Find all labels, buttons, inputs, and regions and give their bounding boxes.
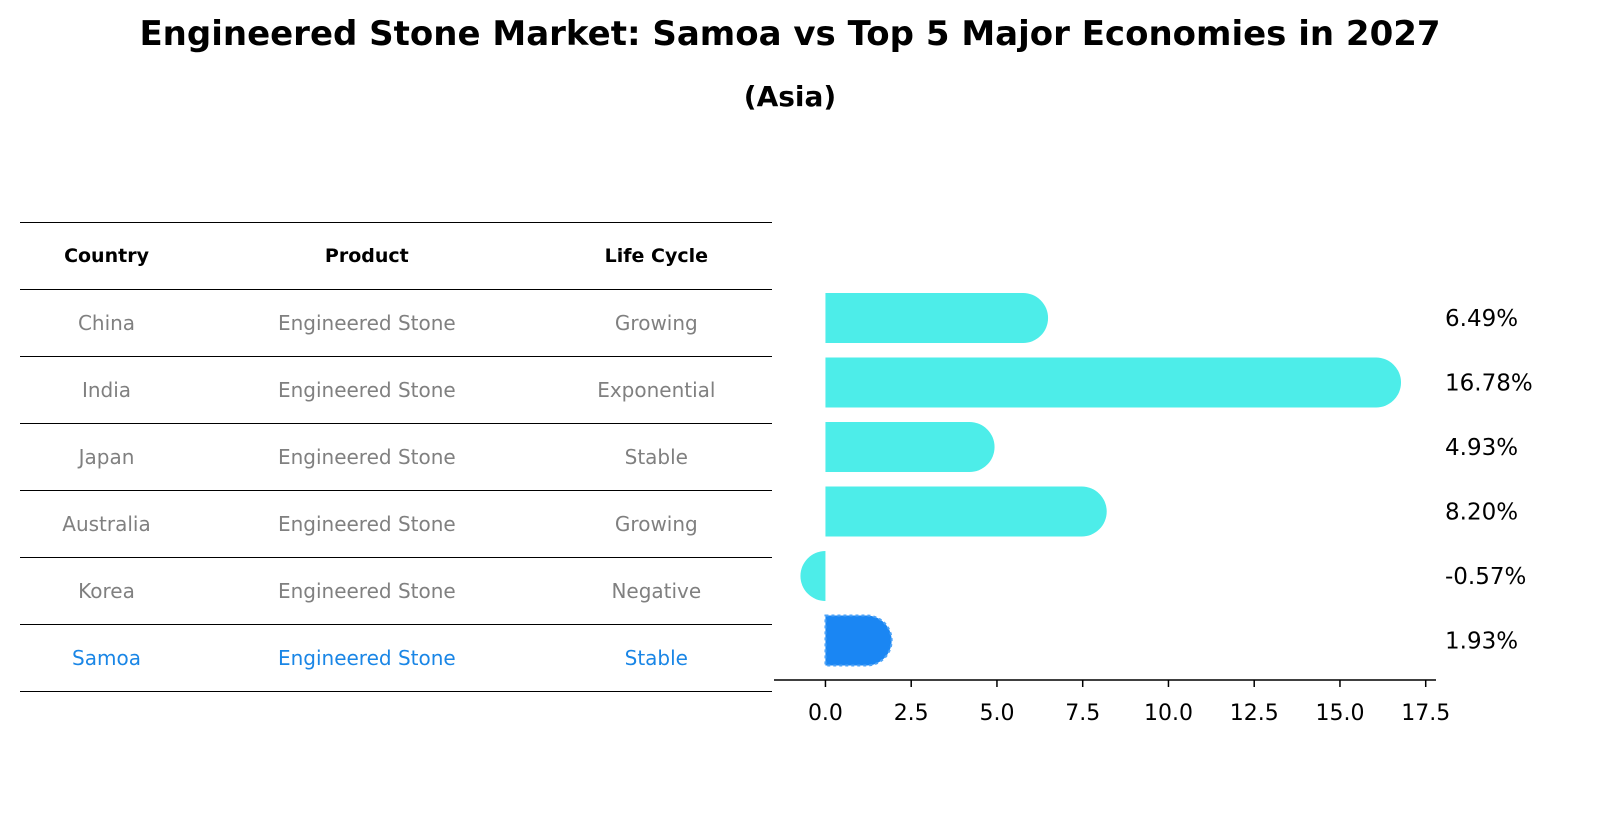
bar-australia (825, 486, 1107, 537)
header-country: Country (20, 222, 194, 290)
table-row: Australia Engineered Stone Growing (20, 490, 772, 558)
cell-life-cycle: Stable (540, 423, 772, 491)
x-axis: 0.0 2.5 5.0 7.5 10.0 12.5 15.0 17.5 (774, 679, 1450, 726)
cell-life-cycle: Negative (540, 557, 772, 625)
value-label-korea: -0.57% (1445, 564, 1526, 590)
cell-country: India (20, 356, 194, 424)
cell-country: Korea (20, 557, 194, 625)
x-tick-label: 12.5 (1230, 701, 1279, 726)
cell-country: China (20, 289, 194, 357)
table-row-highlight: Samoa Engineered Stone Stable (20, 624, 772, 692)
bar-china (825, 293, 1049, 343)
table-header-row: Country Product Life Cycle (20, 222, 772, 290)
cell-product: Engineered Stone (193, 289, 541, 357)
bar-samoa (824, 614, 893, 667)
cell-life-cycle: Exponential (540, 356, 772, 424)
x-tick-label: 17.5 (1401, 701, 1450, 726)
x-tick-label: 0.0 (808, 701, 843, 726)
cell-product: Engineered Stone (193, 423, 541, 491)
bar-japan (825, 422, 995, 472)
cell-life-cycle: Growing (540, 289, 772, 357)
header-life-cycle: Life Cycle (540, 222, 772, 290)
value-label-group: 6.49% 16.78% 4.93% 8.20% -0.57% 1.93% (1445, 306, 1533, 655)
x-tick-label: 15.0 (1315, 701, 1364, 726)
country-table: Country Product Life Cycle China Enginee… (20, 222, 772, 692)
bar-group (800, 293, 1402, 667)
table-row: Korea Engineered Stone Negative (20, 557, 772, 625)
chart-title: Engineered Stone Market: Samoa vs Top 5 … (139, 14, 1441, 54)
value-label-india: 16.78% (1445, 371, 1533, 397)
cell-life-cycle: Stable (540, 624, 772, 692)
value-label-china: 6.49% (1445, 306, 1518, 332)
table-row: Japan Engineered Stone Stable (20, 423, 772, 491)
header-product: Product (193, 222, 541, 290)
cell-product: Engineered Stone (193, 624, 541, 692)
value-label-samoa: 1.93% (1445, 629, 1518, 655)
bar-korea (800, 551, 826, 601)
x-tick-label: 5.0 (979, 701, 1014, 726)
cell-life-cycle: Growing (540, 490, 772, 558)
table-row: China Engineered Stone Growing (20, 289, 772, 357)
x-tick-label: 7.5 (1065, 701, 1100, 726)
chart-subtitle: (Asia) (743, 80, 837, 113)
bar-india (825, 357, 1402, 408)
x-tick-label: 2.5 (894, 701, 929, 726)
cell-product: Engineered Stone (193, 557, 541, 625)
cell-product: Engineered Stone (193, 490, 541, 558)
cell-country: Japan (20, 423, 194, 491)
cell-country: Samoa (20, 624, 194, 692)
table-row: India Engineered Stone Exponential (20, 356, 772, 424)
cell-product: Engineered Stone (193, 356, 541, 424)
bar-chart: 6.49% 16.78% 4.93% 8.20% -0.57% 1.93% 0.0 2.5 5… (774, 293, 1533, 726)
value-label-australia: 8.20% (1445, 500, 1518, 526)
x-tick-label: 10.0 (1144, 701, 1193, 726)
value-label-japan: 4.93% (1445, 435, 1518, 461)
cell-country: Australia (20, 490, 194, 558)
